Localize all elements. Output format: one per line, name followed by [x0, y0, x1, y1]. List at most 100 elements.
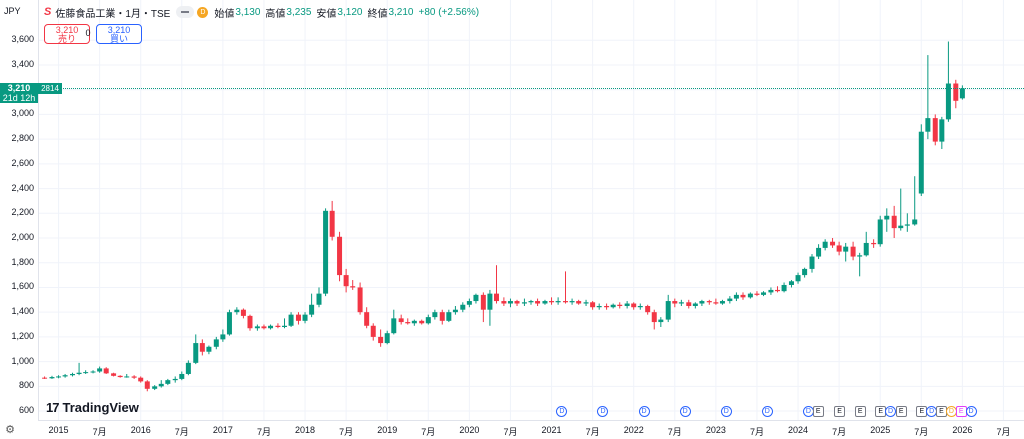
candle	[411, 319, 417, 326]
candle	[452, 305, 458, 315]
x-tick-label: 2015	[48, 425, 69, 435]
dividend-icon[interactable]: D	[556, 406, 568, 417]
dividend-icon[interactable]: D	[965, 406, 977, 417]
candle-body	[179, 373, 185, 379]
candle	[816, 244, 822, 260]
dividend-icon[interactable]: D	[679, 406, 691, 417]
earnings-icon[interactable]: E	[854, 406, 866, 417]
tradingview-logo[interactable]: 17 TradingView	[46, 400, 139, 415]
y-tick-label: 3,000	[11, 108, 34, 119]
symbol-title[interactable]: 佐藤食品工業・1月・TSE	[55, 8, 171, 20]
grid-lines	[38, 0, 1024, 420]
candle	[953, 79, 959, 109]
candle-body	[213, 339, 219, 347]
candle	[357, 282, 363, 315]
candle	[514, 299, 520, 306]
candle-body	[302, 314, 308, 321]
candle	[261, 324, 267, 330]
candle	[131, 375, 137, 379]
time-axis[interactable]: 2015 7月 2016 7月 2017 7月 2018 7月 2019 7月 2020 7月 2021…	[38, 420, 1024, 439]
candle	[945, 41, 951, 122]
candle	[542, 299, 548, 305]
candle-body	[364, 312, 370, 326]
candle	[713, 298, 719, 305]
candle	[144, 380, 150, 392]
earnings-icon[interactable]: E	[812, 406, 824, 417]
candle-body	[596, 305, 602, 308]
earnings-icon[interactable]: E	[895, 406, 907, 417]
dividend-icon[interactable]: D	[597, 406, 609, 417]
candle-body	[645, 305, 651, 313]
candle-body	[343, 275, 349, 287]
candle	[836, 241, 842, 256]
candle-body	[747, 293, 753, 298]
candle	[405, 318, 411, 325]
current-price-value: 3,210	[7, 83, 31, 93]
candle-body	[76, 372, 82, 374]
dividend-icon[interactable]: D	[885, 406, 897, 417]
candle-body	[788, 281, 794, 285]
y-tick-label: 1,800	[11, 256, 34, 267]
candle-body	[830, 241, 836, 246]
dividend-flag-icon[interactable]: D	[197, 6, 209, 18]
price-axis[interactable]: 600 800 1,000 1,200 1,400 1,600 1,800 2,000 2,20…	[0, 0, 39, 420]
candle	[268, 324, 274, 330]
candle	[918, 124, 924, 196]
dividend-icon[interactable]: D	[761, 406, 773, 417]
candle	[49, 375, 55, 379]
candle-body	[487, 293, 493, 310]
candle	[282, 318, 287, 329]
candle	[185, 360, 191, 376]
candle-body	[452, 309, 458, 313]
candle-body	[610, 304, 616, 308]
symbol-legend: S 佐藤食品工業・1月・TSE D 始値 3,130 高値 3,235 安値 3…	[44, 4, 484, 20]
candle	[309, 293, 315, 318]
candle	[624, 301, 630, 309]
x-tick-label: 2025	[870, 425, 891, 435]
earnings-icon[interactable]: E	[834, 406, 846, 417]
candle	[343, 268, 349, 293]
candle	[83, 370, 89, 374]
candle-body	[576, 301, 582, 304]
candle-body	[528, 301, 534, 303]
candle	[645, 304, 651, 315]
symbol-logo[interactable]: S	[44, 6, 52, 18]
candle-body	[117, 375, 123, 378]
candle	[90, 370, 96, 374]
dividend-icon[interactable]: D	[720, 406, 732, 417]
candle-body	[90, 371, 96, 373]
candle	[384, 330, 390, 345]
candle	[610, 303, 616, 309]
x-tick-label: 2020	[459, 425, 480, 435]
price-chart[interactable]	[0, 0, 1024, 420]
candle-body	[781, 284, 787, 292]
sell-button[interactable]: 3,210 売り	[44, 24, 90, 44]
candle-body	[822, 241, 828, 248]
candle	[350, 280, 356, 290]
collapse-toggle-icon[interactable]	[176, 6, 195, 18]
gear-icon[interactable]: ⚙	[5, 424, 15, 436]
currency-label[interactable]: JPY	[4, 6, 21, 16]
candle-body	[507, 301, 513, 304]
candle	[719, 299, 725, 305]
candle	[781, 282, 787, 293]
candle	[727, 296, 733, 304]
dividend-icon[interactable]: D	[638, 406, 650, 417]
candle	[569, 298, 575, 305]
candle	[637, 303, 643, 310]
x-tick-label: 7月	[667, 427, 682, 437]
x-tick-label: 7月	[421, 427, 436, 437]
buy-button[interactable]: 3,210 買い	[96, 24, 142, 44]
candle-body	[466, 301, 472, 305]
candle-body	[535, 301, 541, 304]
candle	[871, 239, 877, 248]
candle-body	[857, 255, 863, 257]
candle-body	[549, 301, 555, 303]
candle	[70, 372, 76, 377]
candle-body	[282, 325, 287, 328]
candle-body	[323, 210, 329, 294]
candle	[843, 242, 849, 262]
candle	[877, 215, 883, 247]
candle-body	[727, 298, 733, 302]
candle	[124, 373, 130, 378]
